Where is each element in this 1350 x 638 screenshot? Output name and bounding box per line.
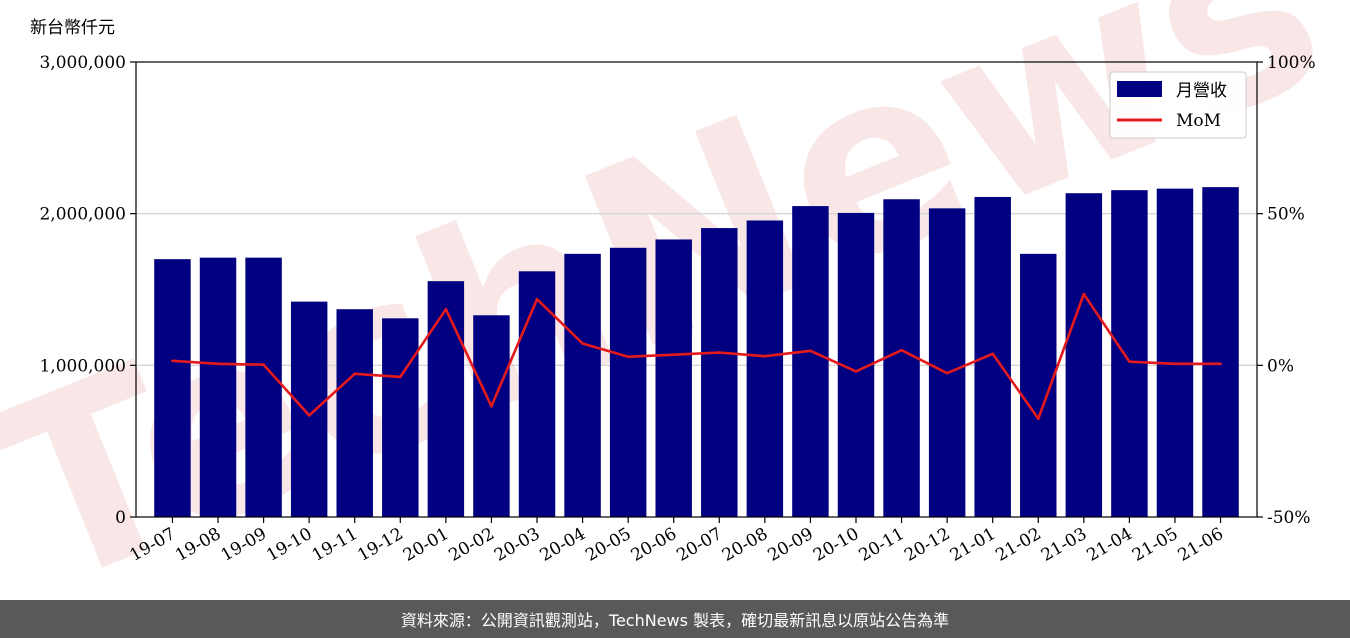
x-axis-tick-label: 19-12 [354,524,406,566]
left-y-axis: 0 1,000,000 2,000,000 3,000,000 [39,53,136,528]
mom-point [581,342,584,345]
mom-point [171,359,174,363]
mom-point [991,352,994,356]
revenue-bar [1065,193,1103,518]
revenue-bar [154,259,191,517]
revenue-bar [245,257,282,517]
x-axis-tick-label: 20-08 [719,524,771,566]
revenue-bar [1202,187,1239,517]
y-axis-unit-label: 新台幣仟元 [30,18,115,38]
revenue-bar [746,220,784,517]
revenue-bar [974,196,1011,517]
revenue-bar [564,253,601,517]
mom-line [171,292,1222,421]
footer-text: 資料來源：公開資訊觀測站，TechNews 製表，確切最新訊息以原站公告為準 [400,611,950,630]
x-axis-tick-label: 20-12 [901,524,953,566]
revenue-bar [701,228,738,517]
x-axis-tick-label: 21-04 [1083,524,1135,566]
mom-point [854,370,858,373]
x-axis-tick-label: 20-04 [537,524,589,566]
mom-point [535,297,539,301]
revenue-bar [473,315,510,517]
left-axis-tick-label: 1,000,000 [39,356,126,376]
x-axis-tick-label: 20-06 [628,524,680,566]
x-axis-tick-label: 21-05 [1129,524,1181,566]
x-axis-tick-label: 20-10 [810,524,862,566]
left-axis-tick-label: 0 [115,508,126,528]
mom-point [1173,362,1177,366]
x-axis-tick-label: 20-05 [582,524,634,566]
revenue-bar [336,309,373,517]
x-axis-tick-label: 21-01 [947,524,999,566]
x-axis-tick-label: 21-02 [992,524,1044,566]
right-axis-tick-label: 0% [1267,356,1294,376]
source-footer: 資料來源：公開資訊觀測站，TechNews 製表，確切最新訊息以原站公告為準 [0,600,1350,638]
mom-point [1128,360,1131,363]
mom-series-line [172,292,1221,421]
right-axis-tick-label: 100% [1267,53,1316,73]
revenue-bar [928,208,966,517]
revenue-bar [792,206,829,518]
x-axis-tick-label: 20-07 [673,524,725,566]
revenue-bar [518,271,556,517]
x-axis-tick-label: 20-09 [764,524,816,566]
left-axis-tick-label: 3,000,000 [39,53,126,73]
x-axis-tick-label: 21-03 [1038,524,1090,566]
mom-point [1082,292,1086,296]
mom-point [262,363,265,367]
legend-bar-swatch [1117,81,1162,97]
mom-point [626,355,630,359]
revenue-bar [1156,188,1194,517]
mom-point [216,362,220,366]
x-axis-tick-label: 20-11 [856,524,908,566]
right-axis-tick-label: 50% [1267,205,1305,225]
x-axis-tick-label: 20-01 [400,524,452,566]
mom-point [444,307,448,311]
revenue-bar [382,318,419,517]
right-axis-tick-label: -50% [1267,508,1311,528]
mom-point [399,375,402,379]
revenue-bar [199,257,237,517]
right-y-axis: -50% 0% 50% 100% [1257,53,1316,528]
revenue-bar [883,199,920,517]
revenue-chart: 新台幣仟元 TechNews 01,000,0002,000,0003,000,… [0,0,1350,600]
revenue-bar [1111,190,1148,518]
x-axis-tick-label: 20-03 [491,524,543,566]
revenue-bar [655,239,692,517]
revenue-bar [290,301,328,517]
mom-point [353,372,357,376]
plot-frame [135,61,1258,518]
legend-label-mom: MoM [1176,111,1221,131]
mom-point [672,353,676,357]
x-axis-tick-label: 21-06 [1175,524,1227,566]
revenue-bar [609,247,647,517]
mom-point [809,349,812,353]
mom-point [307,414,311,417]
mom-point [900,348,903,352]
legend: 月營收 MoM [1109,71,1247,139]
mom-point [1036,417,1040,421]
mom-point [717,351,721,354]
legend-label-revenue: 月營收 [1176,81,1227,101]
revenue-bar [427,281,465,517]
mom-point [1219,362,1222,366]
left-axis-tick-label: 2,000,000 [39,205,126,225]
revenue-bars [154,187,1239,518]
x-axis-tick-label: 20-02 [445,524,497,566]
mom-point [490,404,493,408]
mom-point [945,371,949,375]
mom-point [763,354,767,358]
